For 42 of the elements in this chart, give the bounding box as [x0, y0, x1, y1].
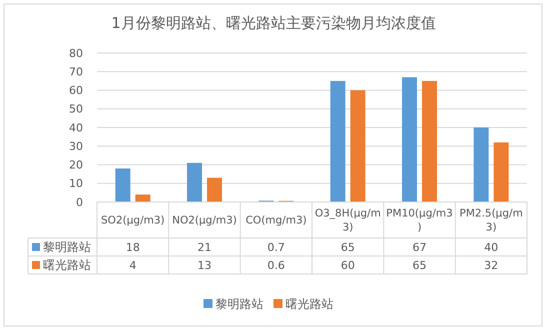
bar	[187, 162, 202, 202]
text: 黎明路站	[216, 297, 264, 312]
bar	[422, 80, 437, 202]
data-label: 13	[198, 258, 212, 272]
data-label: 67	[412, 240, 426, 254]
data-label: 40	[484, 240, 498, 254]
y-tick-label: 60	[69, 84, 83, 98]
data-label: 0.7	[267, 240, 285, 254]
x-tick-label: CO(mg/m3)	[246, 214, 307, 227]
bar	[350, 90, 366, 202]
bar	[135, 194, 150, 202]
data-label: 0.6	[267, 258, 285, 272]
x-tick-label: O3_8H(μg/m3)	[314, 208, 381, 234]
bar	[115, 168, 130, 202]
y-tick-label: 80	[69, 46, 83, 60]
legend-label: 黎明路站	[43, 240, 91, 254]
y-tick-label: 50	[69, 102, 83, 116]
bar	[402, 77, 417, 202]
data-label: 60	[340, 258, 355, 272]
x-tick-label: PM10(μg/m3)	[386, 208, 453, 234]
chart-title: 1月份黎明路站、曙光路站主要污染物月均浓度值	[111, 14, 436, 32]
y-tick-label: 10	[69, 177, 83, 190]
data-label: 65	[340, 240, 355, 254]
data-label: 32	[484, 258, 498, 272]
data-label: 4	[129, 258, 136, 272]
text: 曙光路站	[286, 297, 334, 312]
y-tick-label: 20	[69, 158, 83, 172]
legend-label: 曙光路站	[43, 258, 91, 272]
x-tick-label: PM2.5(μg/m3)	[460, 208, 523, 234]
x-tick-label: SO2(μg/m3)	[101, 214, 165, 227]
y-tick-label: 30	[69, 140, 83, 153]
bar	[207, 178, 222, 202]
y-tick-label: 0	[76, 196, 83, 209]
y-tick-label: 40	[69, 121, 83, 134]
x-tick-label: NO2(μg/m3)	[172, 214, 237, 227]
data-label: 65	[412, 258, 426, 272]
data-label: 21	[198, 240, 212, 254]
y-tick-label: 70	[69, 65, 83, 78]
bar	[494, 142, 509, 202]
bar	[330, 80, 346, 202]
data-label: 18	[126, 240, 140, 254]
bar	[474, 128, 489, 202]
